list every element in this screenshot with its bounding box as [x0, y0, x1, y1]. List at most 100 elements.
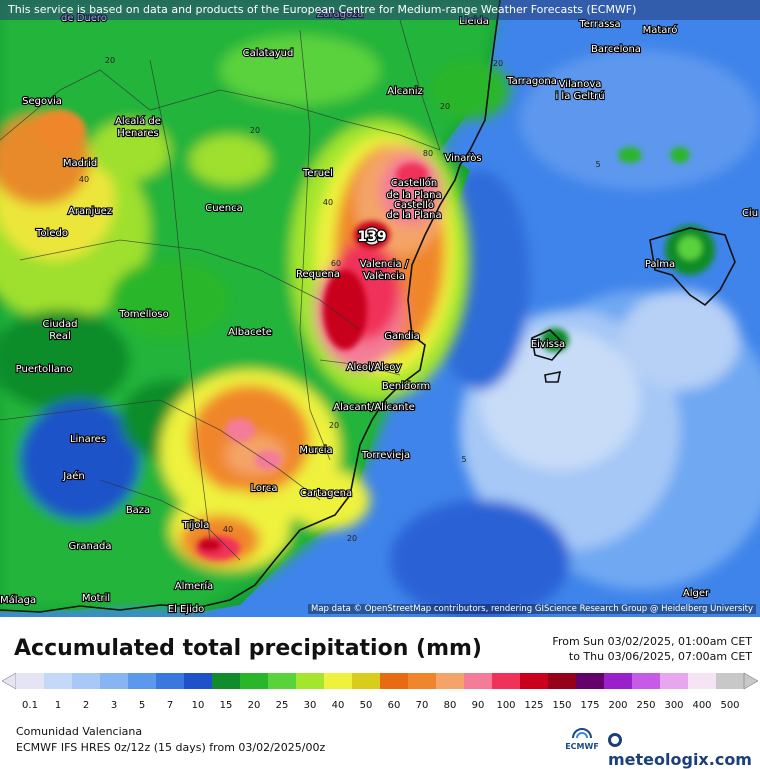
- ecmwf-logo: ECMWF: [562, 726, 602, 751]
- period-to: to Thu 03/06/2025, 07:00am CET: [568, 650, 752, 663]
- city-label: Requena: [296, 269, 340, 280]
- city-label: de la Plana: [386, 190, 441, 201]
- legend-label: 3: [111, 700, 117, 711]
- city-label: Barcelona: [591, 44, 641, 55]
- legend-swatch: [548, 673, 577, 689]
- legend-label: 15: [220, 700, 233, 711]
- legend-label: 30: [304, 700, 317, 711]
- legend-label: 40: [332, 700, 345, 711]
- legend-label: 400: [692, 700, 711, 711]
- city-label: Benidorm: [382, 381, 430, 392]
- legend-swatch: [296, 673, 325, 689]
- legend-swatch: [688, 673, 717, 689]
- city-label: Albacete: [228, 327, 272, 338]
- city-label: València: [363, 270, 405, 282]
- city-label: Ciu: [742, 208, 758, 219]
- legend-swatch: [604, 673, 633, 689]
- city-label: Alcalá de: [115, 115, 161, 127]
- city-label: Madrid: [63, 158, 97, 169]
- color-legend: 0.1 1 2 3 5 7 10 15 20 25 30 40 50 60 70 80 90 100 125 150 1…: [1, 672, 759, 711]
- map-attribution[interactable]: Map data © OpenStreetMap contributors, r…: [308, 604, 756, 614]
- city-label: Tomelloso: [118, 309, 168, 320]
- legend-label: 125: [524, 700, 543, 711]
- legend-label: 0.1: [22, 700, 38, 711]
- city-label: Cuenca: [205, 203, 242, 214]
- city-label: Puertollano: [16, 364, 73, 375]
- city-label: Almería: [175, 580, 214, 592]
- city-label: Ciudad: [43, 319, 78, 330]
- legend-label: 100: [496, 700, 515, 711]
- city-label: Calatayud: [243, 48, 294, 59]
- city-label: Vilanova: [559, 79, 602, 90]
- legend-label: 7: [167, 700, 173, 711]
- city-label: Alcoi/Alcoy: [347, 362, 402, 373]
- city-label: Real: [49, 331, 71, 342]
- legend-label: 300: [664, 700, 683, 711]
- chart-title: Accumulated total precipitation (mm): [14, 636, 482, 661]
- legend-label: 10: [192, 700, 205, 711]
- contour-label: 20: [250, 126, 260, 135]
- city-label: Murcia: [299, 445, 332, 456]
- city-label: Málaga: [0, 594, 36, 606]
- legend-swatch: [100, 673, 129, 689]
- legend-swatch: [72, 673, 101, 689]
- city-label: Torrevieja: [361, 450, 410, 461]
- city-label: Aranjuez: [68, 206, 112, 217]
- legend-swatch: [520, 673, 549, 689]
- city-label: Alcaniz: [387, 86, 423, 97]
- legend-swatch: [128, 673, 157, 689]
- legend-swatch: [44, 673, 73, 689]
- city-label: Motril: [82, 593, 110, 604]
- legend-label: 80: [444, 700, 457, 711]
- legend-label: 200: [608, 700, 627, 711]
- legend-swatch: [212, 673, 241, 689]
- city-label: Eivissa: [531, 339, 565, 350]
- legend-swatch: [408, 673, 437, 689]
- city-label: Palma: [645, 259, 675, 270]
- city-label: Henares: [117, 128, 158, 139]
- legend-label: 250: [636, 700, 655, 711]
- city-label: Vinaròs: [444, 152, 481, 164]
- legend-swatch: [156, 673, 185, 689]
- legend-label: 2: [83, 700, 89, 711]
- legend-label: 90: [472, 700, 485, 711]
- ecmwf-notice: This service is based on data and produc…: [0, 0, 760, 20]
- legend-swatch: [716, 673, 745, 689]
- city-label: Alger: [683, 588, 710, 599]
- max-value-label: 139: [357, 229, 386, 245]
- contour-label: 80: [423, 149, 433, 158]
- legend-label: 175: [580, 700, 599, 711]
- legend-swatch: [268, 673, 297, 689]
- model-run-label: ECMWF IFS HRES 0z/12z (15 days) from 03/…: [16, 741, 326, 754]
- legend-swatch: [324, 673, 353, 689]
- contour-label: 40: [223, 525, 233, 534]
- legend-swatch: [436, 673, 465, 689]
- city-label: Tíjola: [182, 519, 210, 531]
- city-label: i la Geltrú: [555, 90, 604, 102]
- contour-label: 5: [461, 455, 466, 464]
- contour-label: 60: [331, 259, 341, 268]
- legend-label: 60: [388, 700, 401, 711]
- city-label: Terrassa: [578, 19, 620, 30]
- contour-label: 20: [347, 534, 357, 543]
- legend-swatch: [464, 673, 493, 689]
- meteologix-brand[interactable]: meteologix.com: [608, 731, 760, 769]
- contour-label: 20: [440, 102, 450, 111]
- city-label: Tarragona: [506, 76, 557, 87]
- legend-swatch: [492, 673, 521, 689]
- city-label: Lorca: [250, 483, 277, 494]
- city-label: Cartagena: [300, 488, 352, 499]
- city-label: Valencia /: [360, 259, 409, 270]
- legend-label: 25: [276, 700, 289, 711]
- ecmwf-logo-text: ECMWF: [565, 742, 599, 751]
- legend-label: 5: [139, 700, 145, 711]
- city-label: Mataró: [643, 24, 678, 36]
- contour-label: 40: [79, 175, 89, 184]
- legend-label: 50: [360, 700, 373, 711]
- city-label: Gandia: [384, 331, 419, 342]
- city-label: Granada: [69, 541, 112, 552]
- city-label: El Ejido: [168, 604, 205, 615]
- legend-arrow-right: [743, 672, 759, 690]
- legend-arrow-left: [1, 672, 17, 690]
